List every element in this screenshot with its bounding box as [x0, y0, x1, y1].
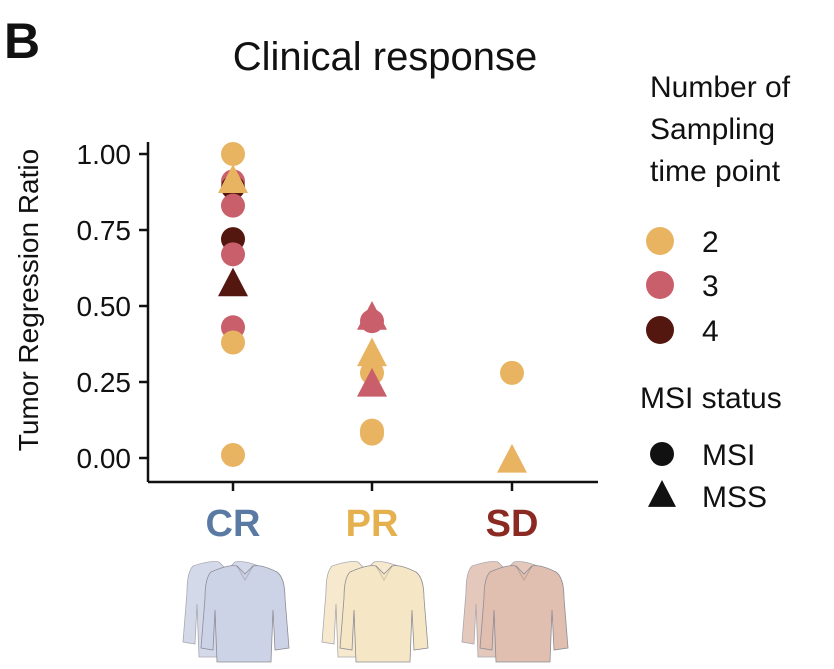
panel-label: B: [4, 13, 40, 69]
y-ticks: 0.00 0.25 0.50 0.75 1.00: [77, 139, 148, 474]
body-figure-icon: [182, 561, 290, 663]
x-ticks: CR PR SD: [206, 482, 539, 545]
x-tick-label-cr: CR: [206, 503, 261, 545]
data-point-msi: [360, 309, 384, 334]
legend-shape-title: MSI status: [640, 382, 782, 415]
data-point-mss: [218, 164, 248, 193]
chart-title: Clinical response: [233, 35, 538, 79]
legend-color-title-line-1: Number of: [650, 71, 791, 104]
legend-shape-label-mss: MSS: [702, 481, 767, 514]
legend-shape-label-msi: MSI: [702, 439, 755, 472]
legend-color-label-4: 4: [702, 315, 719, 348]
y-tick-label: 0.75: [77, 215, 132, 246]
legend-color-items: 2 3 4: [646, 226, 719, 348]
data-point-mss: [497, 443, 527, 473]
data-point-msi: [221, 330, 245, 355]
x-tick-label-sd: SD: [486, 503, 539, 545]
data-point-msi: [360, 421, 384, 446]
legend: Number of Sampling time point 2 3 4 MSI st…: [640, 71, 791, 514]
data-points: [218, 142, 527, 473]
data-point-mss: [357, 367, 387, 397]
data-point-msi: [221, 242, 245, 267]
y-tick-label: 1.00: [77, 139, 132, 170]
legend-color-swatch-3: [646, 271, 674, 299]
data-point-msi: [500, 360, 524, 385]
legend-shape-items: MSI MSS: [648, 439, 767, 514]
data-point-msi: [221, 193, 245, 218]
legend-shape-msi: [650, 442, 674, 466]
data-point-mss: [218, 267, 248, 297]
legend-shape-mss: [648, 480, 676, 507]
y-tick-label: 0.00: [77, 443, 132, 474]
data-point-msi: [221, 142, 245, 166]
body-icons: [182, 561, 569, 663]
legend-color-label-2: 2: [702, 226, 719, 259]
y-tick-label: 0.25: [77, 367, 132, 398]
legend-color-title-line-3: time point: [650, 155, 781, 188]
data-point-mss: [357, 337, 387, 367]
y-tick-label: 0.50: [77, 291, 132, 322]
data-point-msi: [221, 442, 245, 467]
legend-color-label-3: 3: [702, 270, 719, 303]
body-figure-icon: [321, 561, 429, 663]
body-figure-icon: [461, 561, 569, 663]
legend-color-swatch-2: [646, 227, 674, 255]
legend-color-title-line-2: Sampling: [650, 113, 775, 146]
y-axis-label: Tumor Regression Ratio: [13, 149, 44, 451]
x-tick-label-pr: PR: [346, 503, 399, 545]
legend-color-swatch-4: [646, 316, 674, 344]
